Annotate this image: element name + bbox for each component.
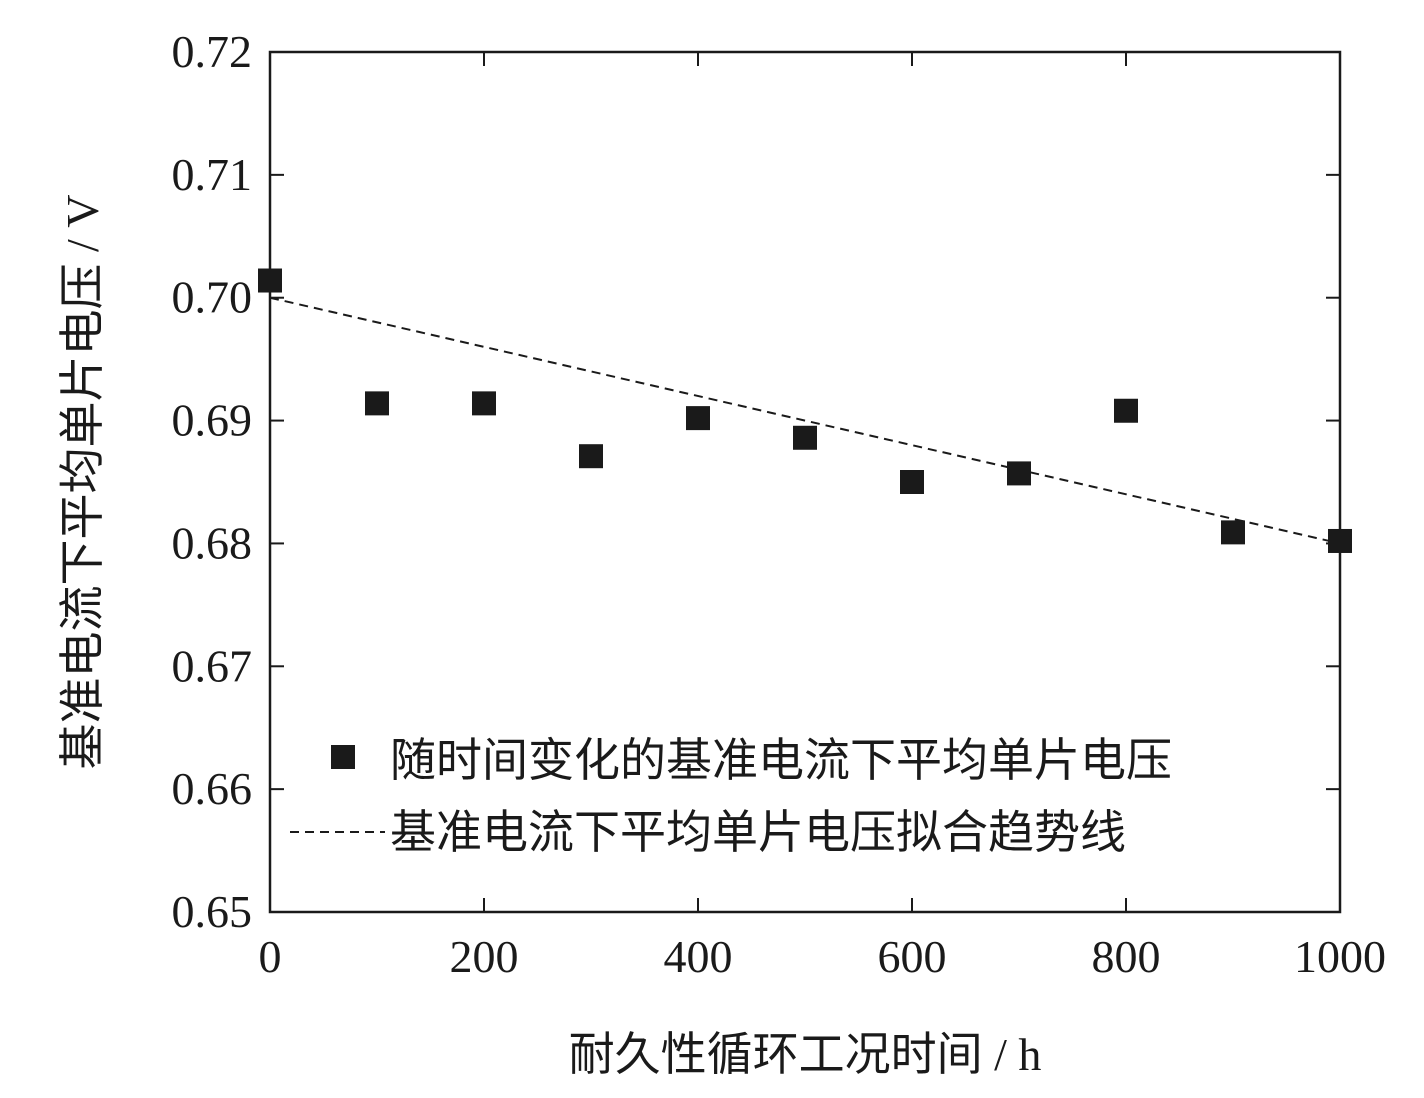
- y-tick-label: 0.72: [172, 26, 253, 77]
- y-tick-labels: 0.65 0.66 0.67 0.68 0.69 0.70 0.71 0.72: [172, 26, 253, 937]
- y-tick-label: 0.69: [172, 395, 253, 446]
- plot-frame: [268, 50, 1342, 914]
- x-tick-label: 200: [450, 931, 519, 982]
- y-tick-label: 0.70: [172, 272, 253, 323]
- data-point: [472, 391, 496, 416]
- legend: 随时间变化的基准电流下平均单片电压 基准电流下平均单片电压拟合趋势线: [290, 735, 1172, 858]
- x-tick-label: 400: [664, 931, 733, 982]
- legend-label-trendline: 基准电流下平均单片电压拟合趋势线: [390, 807, 1126, 858]
- x-tick-labels: 0 200 400 600 800 1000: [259, 931, 1387, 982]
- data-point: [900, 470, 924, 494]
- x-axis-label: 耐久性循环工况时间 / h: [569, 1029, 1042, 1080]
- data-point: [365, 391, 389, 416]
- data-point: [1114, 398, 1138, 423]
- chart-marks: [258, 268, 1352, 553]
- x-tick-label: 600: [878, 931, 947, 982]
- y-tick-label: 0.71: [172, 149, 253, 200]
- y-tick-label: 0.66: [172, 763, 253, 814]
- x-tick-label: 800: [1092, 931, 1161, 982]
- data-point: [1221, 520, 1245, 545]
- x-tick-label: 0: [259, 931, 282, 982]
- data-point: [793, 425, 817, 450]
- y-tick-label: 0.67: [172, 640, 253, 691]
- x-tick-label: 1000: [1294, 931, 1386, 982]
- y-tick-label: 0.65: [172, 886, 253, 937]
- trend-line: [269, 296, 1341, 545]
- legend-marker-square: [331, 745, 355, 769]
- data-point: [1007, 461, 1031, 486]
- data-point: [686, 406, 710, 431]
- y-tick-label: 0.68: [172, 517, 253, 568]
- y-axis-label: 基准电流下平均单片电压 / V: [57, 195, 108, 770]
- data-point: [579, 444, 603, 469]
- legend-label-scatter: 随时间变化的基准电流下平均单片电压: [390, 735, 1172, 786]
